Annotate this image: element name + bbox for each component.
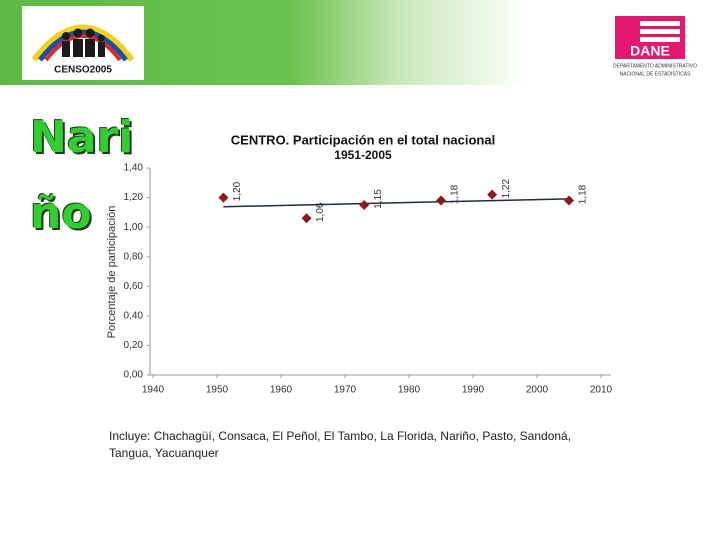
x-tick-label: 1940 [142,385,165,396]
census-logo-text: CENSO2005 [54,65,112,76]
y-tick-label: 1,00 [124,222,144,233]
y-tick-label: 0,20 [124,340,144,351]
y-tick-label: 0,80 [124,251,144,262]
x-tick-label: 1960 [270,385,293,396]
point [487,189,498,200]
chart: CENTRO. Participación en el total nacion… [106,132,613,395]
dane-mark-line [640,21,680,26]
dane-caption: NACIONAL DE ESTADISTICAS [620,71,692,77]
dane-caption: DEPARTAMENTO ADMINISTRATIVO [613,63,697,69]
arc [31,24,135,62]
y-tick-label: 0,40 [124,310,144,321]
x-tick-label: 1990 [462,385,485,396]
point [218,192,229,203]
arc [44,34,122,62]
point [564,195,574,206]
figures [62,28,105,57]
dane-mark-line [640,37,680,42]
point [359,199,370,210]
y-tick-label: 1,20 [124,192,144,203]
footnote: Incluye: Chachagüí, Consaca, El Peñol, E… [109,429,572,460]
point [301,213,312,224]
x-tick-label: 1980 [398,385,421,396]
dane-word-bg [615,44,685,59]
census-logo: CENSO2005 [22,6,144,80]
point [436,195,446,206]
x-tick-label: 1970 [334,385,357,396]
data-label: 1,18 [578,184,589,204]
slide-title: Nariño [30,112,134,239]
trend-line [223,198,570,208]
dane-mark-line [640,29,680,34]
dane-logo: DANE DEPARTAMENTO ADMINISTRATIVO NACIONA… [613,16,697,77]
chart-title: CENTRO. Participación en el total nacion… [231,132,495,147]
chart-subtitle: 1951-2005 [334,148,392,162]
x-tick-label: 1950 [206,385,229,396]
y-tick-label: 0,00 [124,370,144,381]
y-axis-label: Porcentaje de participación [106,206,118,339]
data-label: 1,22 [501,178,512,198]
y-tick-label: 0,60 [124,281,144,292]
data-label: 1,15 [373,189,384,209]
arc [38,29,128,62]
y-tick-label: 1,40 [124,163,144,174]
data-label: 1,20 [232,181,243,201]
data-label: 1,06 [315,202,326,222]
x-tick-label: 2010 [590,385,613,396]
dane-word: DANE [630,43,670,59]
data-label: 1,18 [450,184,461,204]
x-tick-label: 2000 [526,385,549,396]
